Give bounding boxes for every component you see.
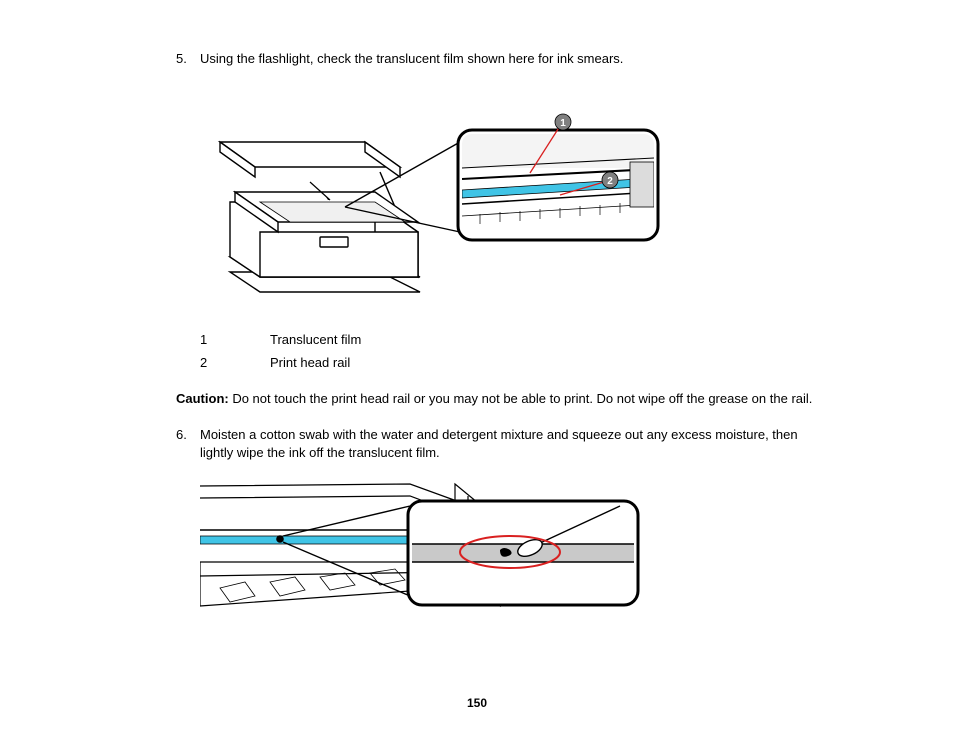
figure-printer: 1 2 [200, 82, 834, 317]
page-number: 150 [0, 696, 954, 710]
caution-prefix: Caution: [176, 391, 229, 406]
step-6-text: Moisten a cotton swab with the water and… [200, 427, 798, 460]
legend-table: 1 Translucent film 2 Print head rail [200, 331, 834, 371]
callout-1-label: 1 [560, 118, 566, 129]
legend-row: 1 Translucent film [200, 331, 834, 349]
caution-text: Do not touch the print head rail or you … [229, 391, 813, 406]
callout-2-label: 2 [607, 176, 613, 187]
legend-num-1: 1 [200, 331, 270, 349]
manual-page: 5. Using the flashlight, check the trans… [0, 0, 954, 738]
figure-swab [200, 476, 834, 651]
legend-num-2: 2 [200, 354, 270, 372]
content-column: 5. Using the flashlight, check the trans… [200, 50, 834, 652]
step-6-number: 6. [176, 426, 187, 444]
legend-label-2: Print head rail [270, 354, 834, 372]
printer-illustration: 1 2 [200, 82, 680, 312]
legend-label-1: Translucent film [270, 331, 834, 349]
step-6: 6. Moisten a cotton swab with the water … [200, 426, 834, 462]
legend-row: 2 Print head rail [200, 354, 834, 372]
swab-illustration [200, 476, 670, 646]
step-5: 5. Using the flashlight, check the trans… [200, 50, 834, 68]
step-5-number: 5. [176, 50, 187, 68]
step-5-text: Using the flashlight, check the transluc… [200, 51, 623, 66]
caution-paragraph: Caution: Do not touch the print head rai… [176, 390, 834, 408]
